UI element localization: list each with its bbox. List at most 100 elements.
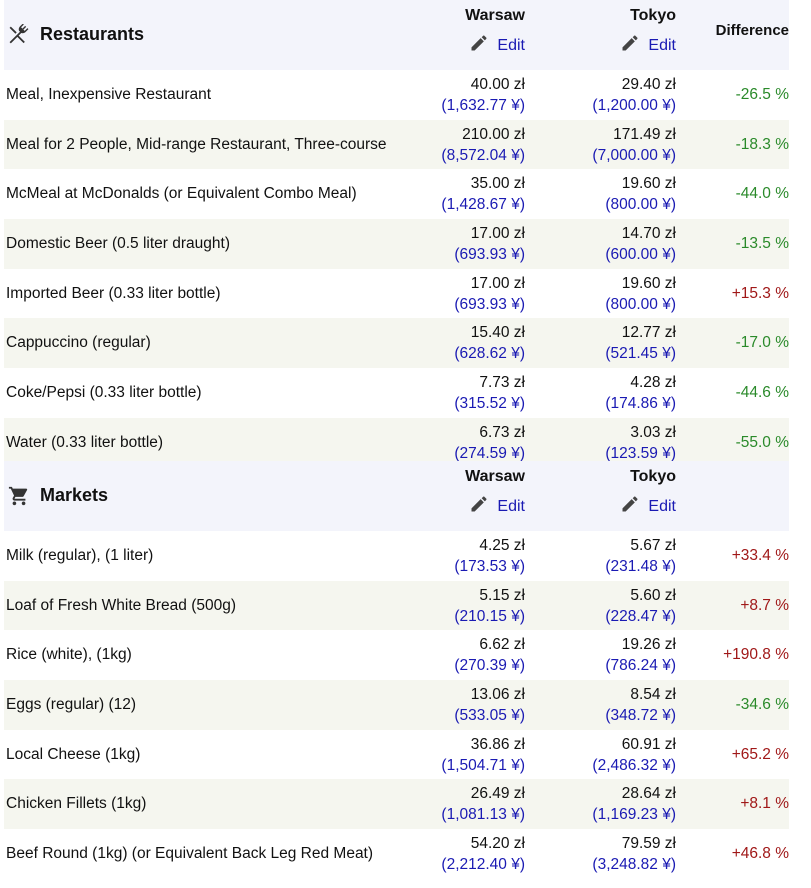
tokyo-price: 171.49 zł: [613, 125, 676, 143]
tokyo-price-converted: (231.48 ¥): [605, 557, 676, 575]
warsaw-price-converted: (533.05 ¥): [454, 706, 525, 724]
warsaw-price-converted: (1,081.13 ¥): [441, 806, 525, 824]
tokyo-price-converted: (7,000.00 ¥): [592, 146, 676, 164]
tokyo-price-cell: 19.60 zł (800.00 ¥): [525, 269, 676, 319]
tokyo-price-converted: (228.47 ¥): [605, 607, 676, 625]
tokyo-price-cell: 19.60 zł (800.00 ¥): [525, 169, 676, 219]
difference-value: +190.8 %: [723, 646, 789, 664]
warsaw-price: 4.25 zł: [479, 536, 525, 554]
warsaw-price-converted: (8,572.04 ¥): [441, 146, 525, 164]
item-name: Cappuccino (regular): [6, 334, 151, 352]
tokyo-price-cell: 29.40 zł (1,200.00 ¥): [525, 70, 676, 120]
warsaw-price: 7.73 zł: [479, 373, 525, 391]
warsaw-price-cell: 35.00 zł (1,428.67 ¥): [404, 169, 525, 219]
edit-tokyo-link[interactable]: Edit: [525, 494, 676, 516]
difference-value: +33.4 %: [731, 546, 789, 564]
table-row: Chicken Fillets (1kg) 26.49 zł (1,081.13 ¥…: [4, 779, 789, 830]
table-row: Milk (regular), (1 liter) 4.25 zł (173.53 …: [4, 531, 789, 581]
edit-warsaw-link[interactable]: Edit: [404, 494, 525, 516]
warsaw-price: 36.86 zł: [470, 735, 525, 753]
edit-label: Edit: [648, 498, 676, 515]
tokyo-price-converted: (174.86 ¥): [605, 394, 676, 412]
warsaw-price-cell: 36.86 zł (1,504.71 ¥): [404, 730, 525, 780]
item-name: Loaf of Fresh White Bread (500g): [6, 596, 237, 614]
tokyo-price: 3.03 zł: [630, 423, 676, 441]
pencil-icon: [622, 35, 638, 51]
tokyo-price-converted: (800.00 ¥): [605, 196, 676, 214]
item-name: Coke/Pepsi (0.33 liter bottle): [6, 383, 202, 401]
table-row: Cappuccino (regular) 15.40 zł (628.62 ¥) 12…: [4, 318, 789, 369]
warsaw-price: 13.06 zł: [470, 685, 525, 703]
markets-title: Markets: [40, 484, 109, 505]
fork-knife-icon: [8, 23, 34, 46]
warsaw-price-cell: 4.25 zł (173.53 ¥): [404, 531, 525, 581]
warsaw-price-converted: (693.93 ¥): [454, 245, 525, 263]
tokyo-price: 4.28 zł: [630, 373, 676, 391]
table-row: Domestic Beer (0.5 liter draught) 17.00 z…: [4, 219, 789, 269]
edit-tokyo-link[interactable]: Edit: [525, 33, 676, 55]
tokyo-price: 8.54 zł: [630, 685, 676, 703]
tokyo-price: 19.60 zł: [621, 175, 676, 193]
tokyo-label: Tokyo: [630, 468, 676, 485]
table-row: Local Cheese (1kg) 36.86 zł (1,504.71 ¥) 60…: [4, 729, 789, 780]
warsaw-label: Warsaw: [465, 7, 525, 24]
pencil-icon: [471, 35, 487, 51]
warsaw-price: 35.00 zł: [470, 175, 525, 193]
restaurants-header: Restaurants Warsaw Edit Tokyo Edit Diffe…: [4, 0, 789, 70]
item-name: McMeal at McDonalds (or Equivalent Combo…: [6, 185, 357, 203]
difference-value: -18.3 %: [735, 135, 789, 153]
table-row: Loaf of Fresh White Bread (500g) 5.15 zł (…: [4, 580, 789, 631]
tokyo-price: 19.60 zł: [621, 274, 676, 292]
item-name: Water (0.33 liter bottle): [6, 433, 164, 451]
tokyo-price-cell: 171.49 zł (7,000.00 ¥): [525, 120, 676, 170]
warsaw-column-header: Warsaw Edit: [404, 0, 525, 70]
warsaw-price-converted: (1,632.77 ¥): [441, 96, 525, 114]
tokyo-price-cell: 19.26 zł (786.24 ¥): [525, 630, 676, 680]
warsaw-price-converted: (1,428.67 ¥): [441, 196, 525, 214]
difference-value: +15.3 %: [731, 284, 789, 302]
item-name: Chicken Fillets (1kg): [6, 795, 147, 813]
warsaw-price: 15.40 zł: [470, 324, 525, 342]
tokyo-price: 28.64 zł: [621, 785, 676, 803]
warsaw-price-converted: (270.39 ¥): [454, 657, 525, 675]
warsaw-price: 17.00 zł: [470, 224, 525, 242]
tokyo-price-converted: (2,486.32 ¥): [592, 756, 676, 774]
difference-value: -34.6 %: [735, 695, 789, 713]
empty-header-cell: [676, 461, 789, 531]
tokyo-price: 79.59 zł: [621, 834, 676, 852]
tokyo-column-header: Tokyo Edit: [525, 0, 676, 70]
warsaw-price-converted: (628.62 ¥): [454, 345, 525, 363]
tokyo-price-converted: (1,200.00 ¥): [592, 96, 676, 114]
item-name: Meal, Inexpensive Restaurant: [6, 85, 212, 103]
restaurants-title-cell: Restaurants: [4, 0, 404, 70]
tokyo-price-converted: (123.59 ¥): [605, 444, 676, 462]
difference-value: -55.0 %: [735, 433, 789, 451]
table-row: Rice (white), (1kg) 6.62 zł (270.39 ¥) 19.2…: [4, 630, 789, 681]
edit-label: Edit: [497, 498, 525, 515]
warsaw-price: 6.73 zł: [479, 423, 525, 441]
edit-warsaw-link[interactable]: Edit: [404, 33, 525, 55]
warsaw-price-cell: 210.00 zł (8,572.04 ¥): [404, 120, 525, 170]
table-row: Coke/Pepsi (0.33 liter bottle) 7.73 zł (31…: [4, 368, 789, 418]
item-name: Beef Round (1kg) (or Equivalent Back Leg…: [6, 844, 374, 862]
item-name: Domestic Beer (0.5 liter draught): [6, 234, 230, 252]
tokyo-price-converted: (800.00 ¥): [605, 295, 676, 313]
warsaw-price-cell: 54.20 zł (2,212.40 ¥): [404, 829, 525, 879]
tokyo-price: 14.70 zł: [621, 224, 676, 242]
restaurants-table: Restaurants Warsaw Edit Tokyo Edit Diffe…: [4, 0, 789, 468]
warsaw-price-cell: 15.40 zł (628.62 ¥): [404, 318, 525, 368]
tokyo-price-converted: (521.45 ¥): [605, 345, 676, 363]
markets-header: Markets Warsaw Edit Tokyo Edit: [4, 461, 789, 531]
tokyo-price-cell: 5.60 zł (228.47 ¥): [525, 581, 676, 631]
warsaw-price-cell: 13.06 zł (533.05 ¥): [404, 680, 525, 730]
warsaw-price: 26.49 zł: [470, 785, 525, 803]
warsaw-price-cell: 6.73 zł (274.59 ¥): [404, 418, 525, 468]
tokyo-price-cell: 5.67 zł (231.48 ¥): [525, 531, 676, 581]
difference-value: +8.1 %: [740, 795, 789, 813]
tokyo-price-converted: (1,169.23 ¥): [592, 806, 676, 824]
table-row: Water (0.33 liter bottle) 6.73 zł (274.59 …: [4, 417, 789, 468]
difference-value: +65.2 %: [731, 745, 789, 763]
restaurants-title: Restaurants: [40, 23, 145, 44]
warsaw-price: 5.15 zł: [479, 586, 525, 604]
item-name: Meal for 2 People, Mid-range Restaurant,…: [6, 135, 387, 153]
